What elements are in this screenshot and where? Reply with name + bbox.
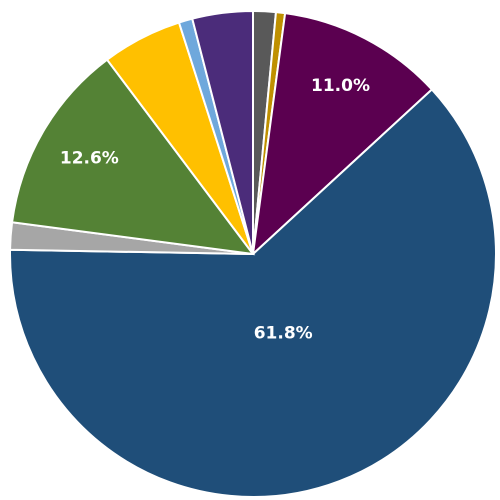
data-label: 61.8% — [254, 324, 313, 344]
pie-slice — [251, 12, 434, 257]
pie-slice — [9, 88, 497, 498]
data-label: 12.6% — [60, 148, 119, 168]
pie-slice — [191, 9, 254, 255]
pie-slice — [10, 58, 256, 256]
data-label: 11.0% — [311, 76, 370, 96]
